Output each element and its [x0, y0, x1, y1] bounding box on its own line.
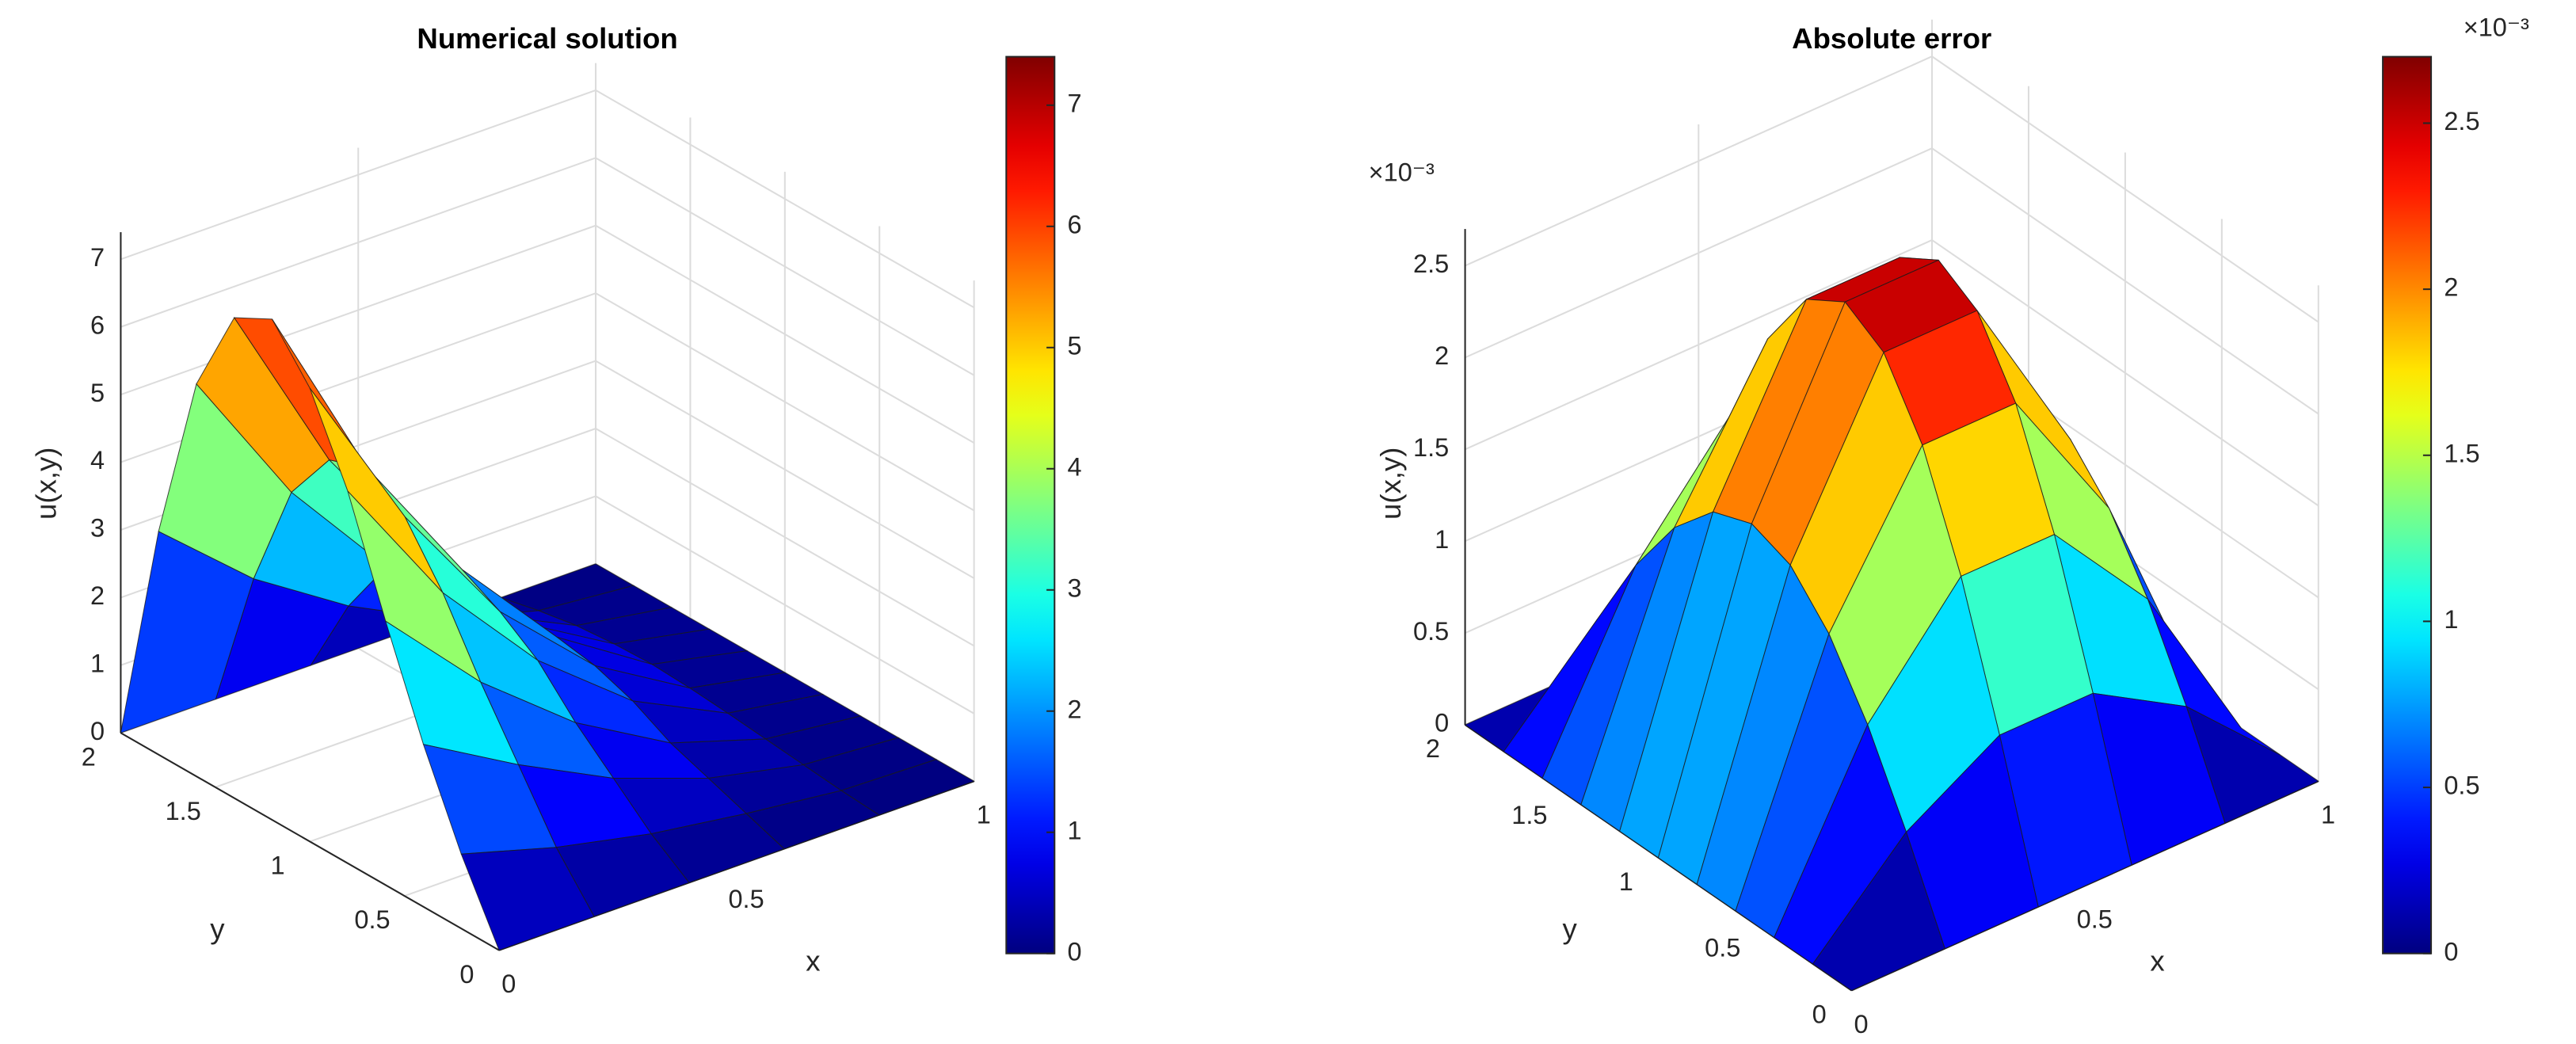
- y-axis-label: y: [1563, 913, 1578, 945]
- grid-line: [120, 224, 596, 396]
- z-axis-label: u(x,y): [30, 447, 63, 519]
- z-tick-label: 6: [90, 311, 105, 339]
- colorbar-tick-label: 3: [1068, 573, 1082, 602]
- grid-line: [595, 224, 975, 444]
- colorbar-tick-label: 1: [1068, 816, 1082, 844]
- z-exponent-label: ×10⁻³: [1369, 158, 1435, 187]
- z-tick-label: 0: [1435, 709, 1449, 737]
- y-tick-label: 0.5: [354, 905, 390, 934]
- colorbar-tick-label: 2.5: [2444, 107, 2479, 135]
- colorbar-tick-label: 2: [1068, 695, 1082, 723]
- x-tick-label: 0: [1854, 1010, 1869, 1038]
- chart-title: Numerical solution: [417, 22, 677, 55]
- y-tick-label: 1: [1619, 867, 1633, 896]
- y-tick-label: 1.5: [1511, 801, 1547, 829]
- grid-line: [1931, 239, 2319, 507]
- grid-line: [120, 157, 596, 328]
- grid-line: [595, 360, 975, 579]
- colorbar-tick-label: 1: [2444, 605, 2458, 634]
- grid-line: [1465, 147, 1933, 359]
- x-tick-label: 0.5: [2077, 905, 2113, 934]
- z-axis-label: u(x,y): [1374, 447, 1407, 519]
- z-tick-label: 0.5: [1413, 617, 1449, 646]
- x-axis-label: x: [806, 945, 820, 977]
- grid-line: [595, 428, 975, 647]
- colorbar: [2382, 55, 2433, 954]
- z-tick-label: 5: [90, 379, 105, 407]
- z-tick-label: 1: [1435, 525, 1449, 554]
- grid-line: [120, 89, 596, 261]
- colorbar-tick-label: 0.5: [2444, 772, 2479, 800]
- surface-patch: [460, 847, 595, 951]
- z-tick-label: 4: [90, 446, 105, 474]
- grid-line: [1465, 239, 1933, 451]
- y-tick-label: 1: [271, 852, 285, 880]
- colorbar-tick-label: 0: [2444, 937, 2458, 966]
- z-tick-label: 0: [90, 717, 105, 745]
- y-axis-label: y: [210, 913, 225, 945]
- x-tick-label: 1: [2321, 801, 2335, 829]
- z-tick-label: 1: [90, 649, 105, 677]
- y-tick-label: 0.5: [1705, 934, 1740, 962]
- colorbar-exponent-label: ×10⁻³: [2464, 13, 2529, 42]
- x-tick-label: 0: [501, 970, 516, 998]
- x-axis-label: x: [2150, 945, 2164, 977]
- colorbar-tick-label: 4: [1068, 452, 1082, 481]
- grid-line: [595, 292, 975, 512]
- colorbar-tick-label: 6: [1068, 210, 1082, 238]
- grid-line: [1931, 55, 2319, 323]
- grid-line: [1465, 55, 1933, 267]
- z-tick-label: 7: [90, 243, 105, 272]
- x-tick-label: 0.5: [728, 885, 764, 913]
- colorbar-tick-label: 0: [1068, 937, 1082, 966]
- grid-line: [595, 90, 975, 309]
- y-tick-label: 0: [1812, 1000, 1827, 1029]
- colorbar: [1005, 55, 1056, 954]
- z-tick-label: 3: [90, 514, 105, 543]
- y-tick-label: 2: [82, 742, 96, 771]
- z-tick-label: 1.5: [1413, 433, 1449, 462]
- chart-title: Absolute error: [1792, 22, 1991, 55]
- z-tick-label: 2: [1435, 341, 1449, 370]
- surface-patch: [1812, 831, 1945, 992]
- colorbar-tick-label: 5: [1068, 331, 1082, 360]
- x-tick-label: 1: [977, 801, 991, 829]
- y-tick-label: 0: [459, 960, 474, 989]
- colorbar-tick-label: 2: [2444, 273, 2458, 302]
- grid-line: [1931, 147, 2319, 415]
- grid-line: [595, 157, 975, 376]
- y-tick-label: 1.5: [166, 797, 201, 825]
- grid-line: [595, 495, 975, 714]
- y-axis: [120, 732, 500, 951]
- y-tick-label: 2: [1426, 734, 1440, 763]
- colorbar-tick-label: 7: [1068, 89, 1082, 117]
- z-tick-label: 2.5: [1413, 250, 1449, 278]
- colorbar-tick-label: 1.5: [2444, 439, 2479, 467]
- z-tick-label: 2: [90, 581, 105, 610]
